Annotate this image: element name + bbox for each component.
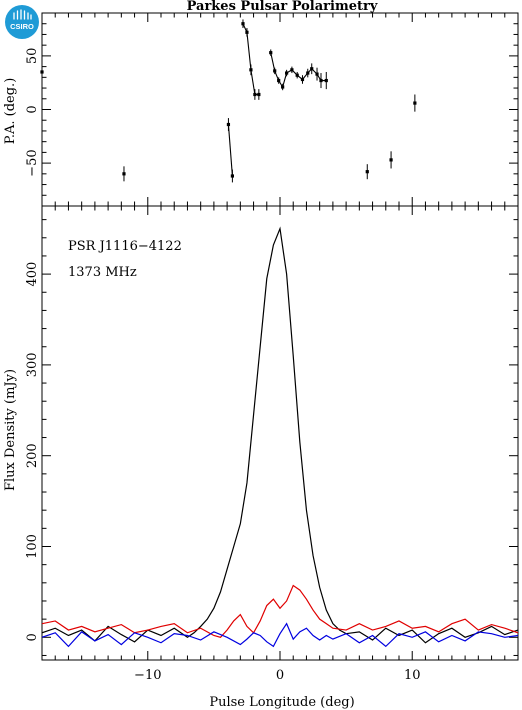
- pa-point: [319, 78, 323, 83]
- frequency-label: 1373 MHz: [68, 265, 137, 280]
- pa-ylabel: P.A. (deg.): [3, 78, 18, 145]
- pa-point: [310, 67, 314, 71]
- pa-point: [273, 69, 277, 73]
- pa-point: [249, 68, 253, 72]
- pa-point: [226, 122, 231, 127]
- pa-point: [122, 172, 126, 176]
- profile-y-tick-label: 400: [25, 262, 40, 287]
- pa-point: [315, 72, 319, 76]
- pa-panel: −50 0 50: [25, 12, 519, 215]
- pa-y-tick-label: 50: [25, 48, 40, 65]
- x-tick-label: 10: [404, 668, 421, 683]
- pa-point: [230, 174, 234, 178]
- pa-point: [281, 85, 285, 89]
- pa-point: [290, 68, 294, 72]
- pa-point: [365, 170, 369, 174]
- linear-polarization-line: [42, 584, 518, 638]
- pa-point: [253, 92, 257, 97]
- pa-frame: [41, 12, 519, 207]
- pa-point: [413, 101, 417, 105]
- circular-polarization-line: [42, 622, 518, 648]
- pa-point: [295, 73, 299, 77]
- pa-point: [300, 77, 305, 82]
- pa-point: [40, 70, 44, 74]
- profile-ylabel: Flux Density (mJy): [3, 369, 18, 491]
- logo-rays: [13, 9, 32, 20]
- x-tick-label: 0: [276, 668, 284, 683]
- logo-text: CSIRO: [10, 22, 34, 31]
- pa-point: [324, 78, 328, 83]
- profile-panel: 0 100 200 300 400 −10 0 10: [25, 205, 519, 683]
- x-tick-label: −10: [134, 668, 161, 683]
- total-intensity-line: [42, 226, 518, 644]
- pa-point: [245, 30, 249, 34]
- pa-connecting-line: [227, 124, 233, 177]
- pa-point: [277, 78, 281, 83]
- pa-y-tick-label: 0: [25, 105, 40, 113]
- profile-y-tick-label: 0: [25, 633, 40, 641]
- pa-point: [285, 71, 289, 75]
- pulsar-name-label: PSR J1116−4122: [68, 239, 182, 254]
- profile-y-tick-label: 100: [25, 534, 40, 559]
- profile-y-tick-label: 200: [25, 443, 40, 468]
- pa-point: [389, 158, 393, 162]
- profile-y-tick-label: 300: [25, 352, 40, 377]
- pa-point: [241, 22, 245, 26]
- pa-point: [306, 71, 310, 75]
- pa-connecting-line: [242, 23, 259, 96]
- logo: CSIRO: [5, 5, 39, 39]
- pa-y-tick-label: −50: [25, 149, 40, 176]
- x-axis-label: Pulse Longitude (deg): [209, 695, 354, 710]
- pa-point: [257, 92, 261, 97]
- pa-point: [269, 51, 273, 55]
- chart-title: Parkes Pulsar Polarimetry: [187, 0, 378, 14]
